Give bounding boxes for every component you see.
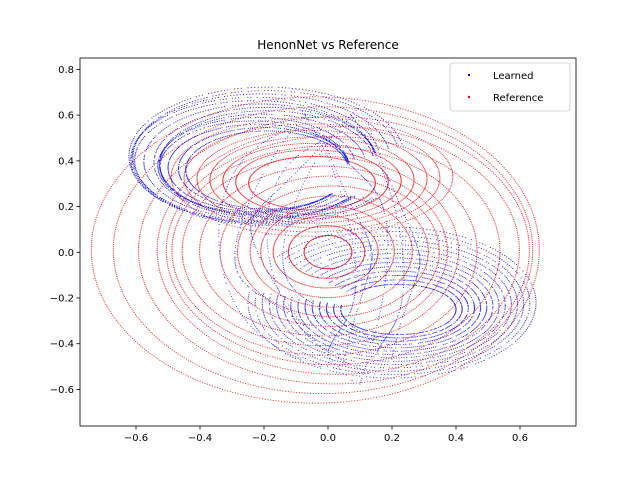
learned-orbit — [234, 114, 337, 351]
reference-orbit — [137, 116, 530, 385]
y-tick-label: −0.4 — [50, 339, 74, 350]
learned-orbit — [153, 106, 377, 219]
series-layer — [90, 86, 540, 404]
learned-orbit — [318, 270, 476, 346]
reference-orbit — [222, 142, 402, 220]
y-tick-label: −0.2 — [50, 294, 74, 305]
reference-orbit — [237, 185, 429, 318]
x-tick-label: −0.2 — [252, 433, 276, 444]
series-learned — [128, 86, 537, 385]
y-tick-label: 0.4 — [58, 156, 74, 167]
reference-orbit — [165, 136, 501, 366]
learned-orbit — [349, 114, 405, 356]
learned-orbit — [185, 130, 349, 210]
learned-orbit — [128, 86, 403, 226]
learned-orbit — [250, 139, 353, 381]
x-axis: −0.6 −0.4 −0.2 0.0 0.2 0.4 0.6 — [124, 426, 528, 444]
learned-orbit — [131, 93, 389, 224]
learned-orbit — [268, 239, 519, 369]
learned-orbit — [319, 129, 373, 365]
learned-orbit — [311, 266, 482, 349]
reference-orbit — [219, 175, 440, 327]
learned-orbit — [132, 90, 399, 225]
reference-orbit — [248, 155, 376, 211]
learned-orbit — [254, 231, 531, 376]
legend: Learned Reference — [449, 62, 571, 112]
learned-orbit — [266, 131, 369, 373]
legend-box — [449, 62, 571, 112]
x-tick-label: 0.6 — [512, 433, 528, 444]
learned-orbit — [290, 253, 500, 359]
reference-orbit — [183, 123, 441, 233]
learned-orbit — [130, 96, 380, 223]
legend-label-learned: Learned — [493, 71, 533, 82]
x-tick-label: 0.4 — [448, 433, 464, 444]
x-tick-label: −0.6 — [124, 433, 148, 444]
plot-area — [80, 58, 576, 426]
y-tick-label: 0.6 — [58, 111, 74, 122]
learned-orbit — [340, 283, 457, 336]
series-reference — [90, 96, 540, 404]
reference-orbit — [235, 149, 389, 215]
learned-orbit — [365, 118, 421, 360]
reference-orbit — [156, 126, 520, 375]
legend-marker-learned — [467, 73, 471, 77]
learned-orbit — [247, 226, 537, 379]
learned-orbit — [333, 279, 463, 339]
reference-orbit — [249, 195, 413, 308]
learned-orbit — [297, 257, 494, 356]
learned-orbit — [333, 143, 389, 385]
reference-orbit — [112, 106, 534, 394]
y-tick-label: 0.0 — [58, 248, 74, 259]
learned-orbit — [282, 108, 382, 347]
learned-orbit — [261, 235, 525, 372]
y-tick-label: 0.8 — [58, 65, 74, 76]
learned-orbit — [325, 275, 469, 342]
x-tick-label: −0.4 — [188, 433, 212, 444]
learned-orbit — [301, 110, 357, 352]
y-axis: −0.6 −0.4 −0.2 0.0 0.2 0.4 0.6 0.8 — [50, 65, 80, 396]
x-tick-label: 0.2 — [384, 433, 400, 444]
y-tick-label: −0.6 — [50, 385, 74, 396]
learned-orbit — [143, 103, 375, 220]
learned-orbit — [218, 127, 321, 368]
learned-orbit — [283, 248, 506, 362]
y-tick-label: 0.2 — [58, 202, 74, 213]
reference-orbit — [171, 145, 478, 356]
chart-title: HenonNet vs Reference — [257, 38, 398, 52]
reference-orbit — [90, 96, 540, 404]
x-tick-label: 0.0 — [320, 433, 336, 444]
legend-marker-reference — [467, 95, 471, 99]
reference-orbit — [272, 215, 379, 289]
learned-orbit — [167, 123, 348, 213]
legend-label-reference: Reference — [493, 93, 543, 104]
learned-orbit — [159, 110, 374, 218]
learned-orbit — [276, 244, 512, 366]
